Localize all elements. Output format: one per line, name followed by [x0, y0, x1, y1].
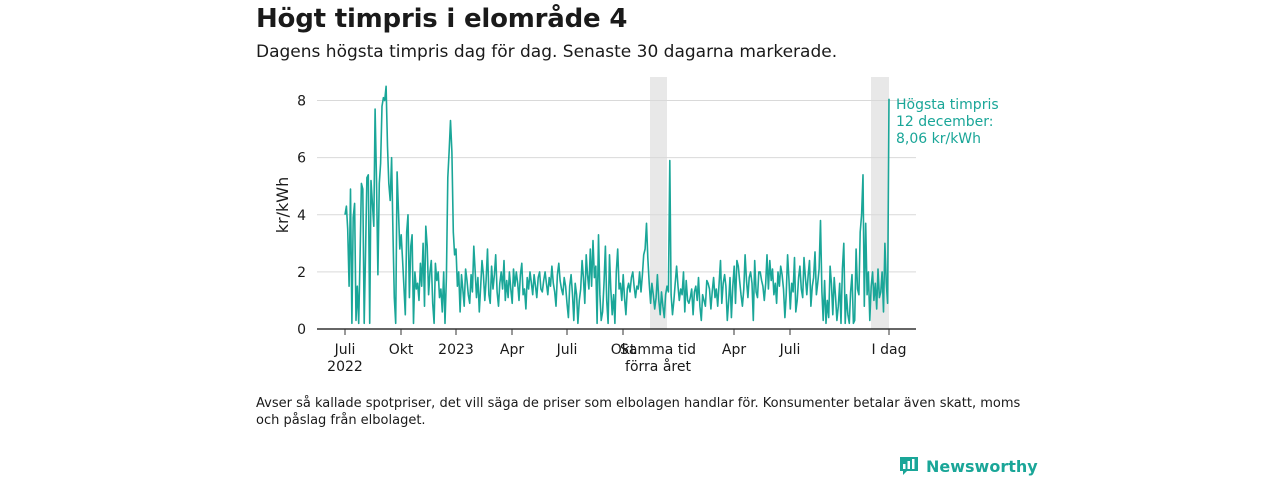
- series-layer: [344, 85, 890, 325]
- x-tick-label: Juli: [334, 342, 356, 358]
- band-sublabel: förra året: [625, 358, 691, 375]
- brand-name: Newsworthy: [926, 456, 1038, 476]
- annotation-line-3: 8,06 kr/kWh: [896, 131, 981, 147]
- x-tick-label: I dag: [872, 342, 907, 358]
- y-tick-label: 2: [297, 265, 306, 281]
- y-tick-label: 8: [297, 94, 306, 110]
- y-tick-label: 0: [297, 322, 306, 338]
- chart-title: Högt timpris i elområde 4: [256, 4, 628, 34]
- x-tick-label: 2023: [438, 342, 474, 358]
- annotation-line-1: Högsta timpris: [896, 97, 999, 113]
- annotation-line-2: 12 december:: [896, 114, 993, 130]
- y-tick-label: 6: [297, 151, 306, 167]
- series-line: [344, 85, 890, 325]
- x-tick-sublabel: 2022: [327, 359, 363, 375]
- x-tick-label: Juli: [556, 342, 578, 358]
- x-tick-label: Apr: [722, 342, 746, 358]
- brand-logo[interactable]: Newsworthy: [898, 455, 1038, 477]
- newsworthy-logo-icon: [900, 457, 918, 475]
- x-tick-label: Juli: [779, 342, 801, 358]
- x-tick-label: Okt: [611, 342, 636, 358]
- y-axis: 0 2 4 6 8: [297, 94, 306, 338]
- footnote: Avser så kallade spotpriser, det vill sä…: [256, 396, 1021, 428]
- y-axis-label: kr/kWh: [273, 177, 292, 233]
- y-tick-label: 4: [297, 208, 306, 224]
- x-tick-label: Apr: [500, 342, 524, 358]
- x-tick-label: Okt: [389, 342, 414, 358]
- highlight-band: [650, 77, 667, 329]
- gridlines: [317, 100, 916, 330]
- chart-subtitle: Dagens högsta timpris dag för dag. Senas…: [256, 42, 838, 62]
- band-label: Samma tid: [620, 342, 696, 358]
